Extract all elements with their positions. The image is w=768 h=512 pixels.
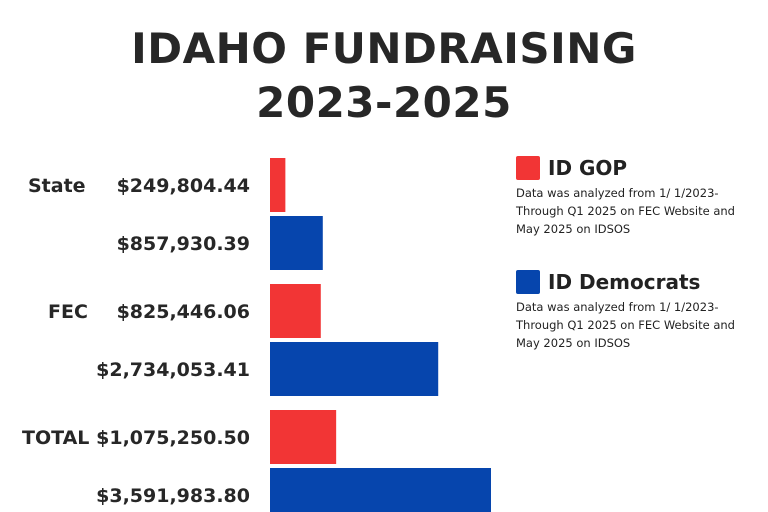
- value-label-state-democrats: $857,930.39: [117, 233, 250, 255]
- legend-swatch-gop: [516, 156, 540, 180]
- value-label-fec-gop: $825,446.06: [117, 301, 250, 323]
- legend-note-democrats: Data was analyzed from 1/ 1/2023- Throug…: [516, 300, 735, 350]
- value-label-total-democrats: $3,591,983.80: [96, 485, 250, 507]
- legend-label-democrats: ID Democrats: [548, 270, 701, 294]
- value-label-fec-democrats: $2,734,053.41: [96, 359, 250, 381]
- legend-item-democrats: ID Democrats Data was analyzed from 1/ 1…: [516, 270, 756, 352]
- value-label-state-gop: $249,804.44: [117, 175, 250, 197]
- value-label-total-gop: $1,075,250.50: [96, 427, 250, 449]
- legend-swatch-democrats: [516, 270, 540, 294]
- chart-title: IDAHO FUNDRAISING 2023-2025: [0, 22, 768, 130]
- bar-chart: State $249,804.44 $857,930.39 FEC $825,446.0…: [22, 158, 491, 512]
- bar-total-democrats: [270, 468, 491, 512]
- bar-state-democrats: [270, 216, 323, 270]
- title-line-2: 2023-2025: [256, 78, 512, 127]
- category-label-total: TOTAL: [22, 427, 89, 449]
- category-label-fec: FEC: [48, 301, 88, 323]
- bar-fec-democrats: [270, 342, 439, 396]
- legend-label-gop: ID GOP: [548, 156, 628, 180]
- bar-fec-gop: [270, 284, 321, 338]
- bar-state-gop: [270, 158, 286, 212]
- bar-total-gop: [270, 410, 337, 464]
- legend-item-gop: ID GOP Data was analyzed from 1/ 1/2023-…: [516, 156, 756, 238]
- title-line-1: IDAHO FUNDRAISING: [131, 24, 637, 73]
- category-label-state: State: [28, 175, 86, 197]
- legend-note-gop: Data was analyzed from 1/ 1/2023- Throug…: [516, 186, 735, 236]
